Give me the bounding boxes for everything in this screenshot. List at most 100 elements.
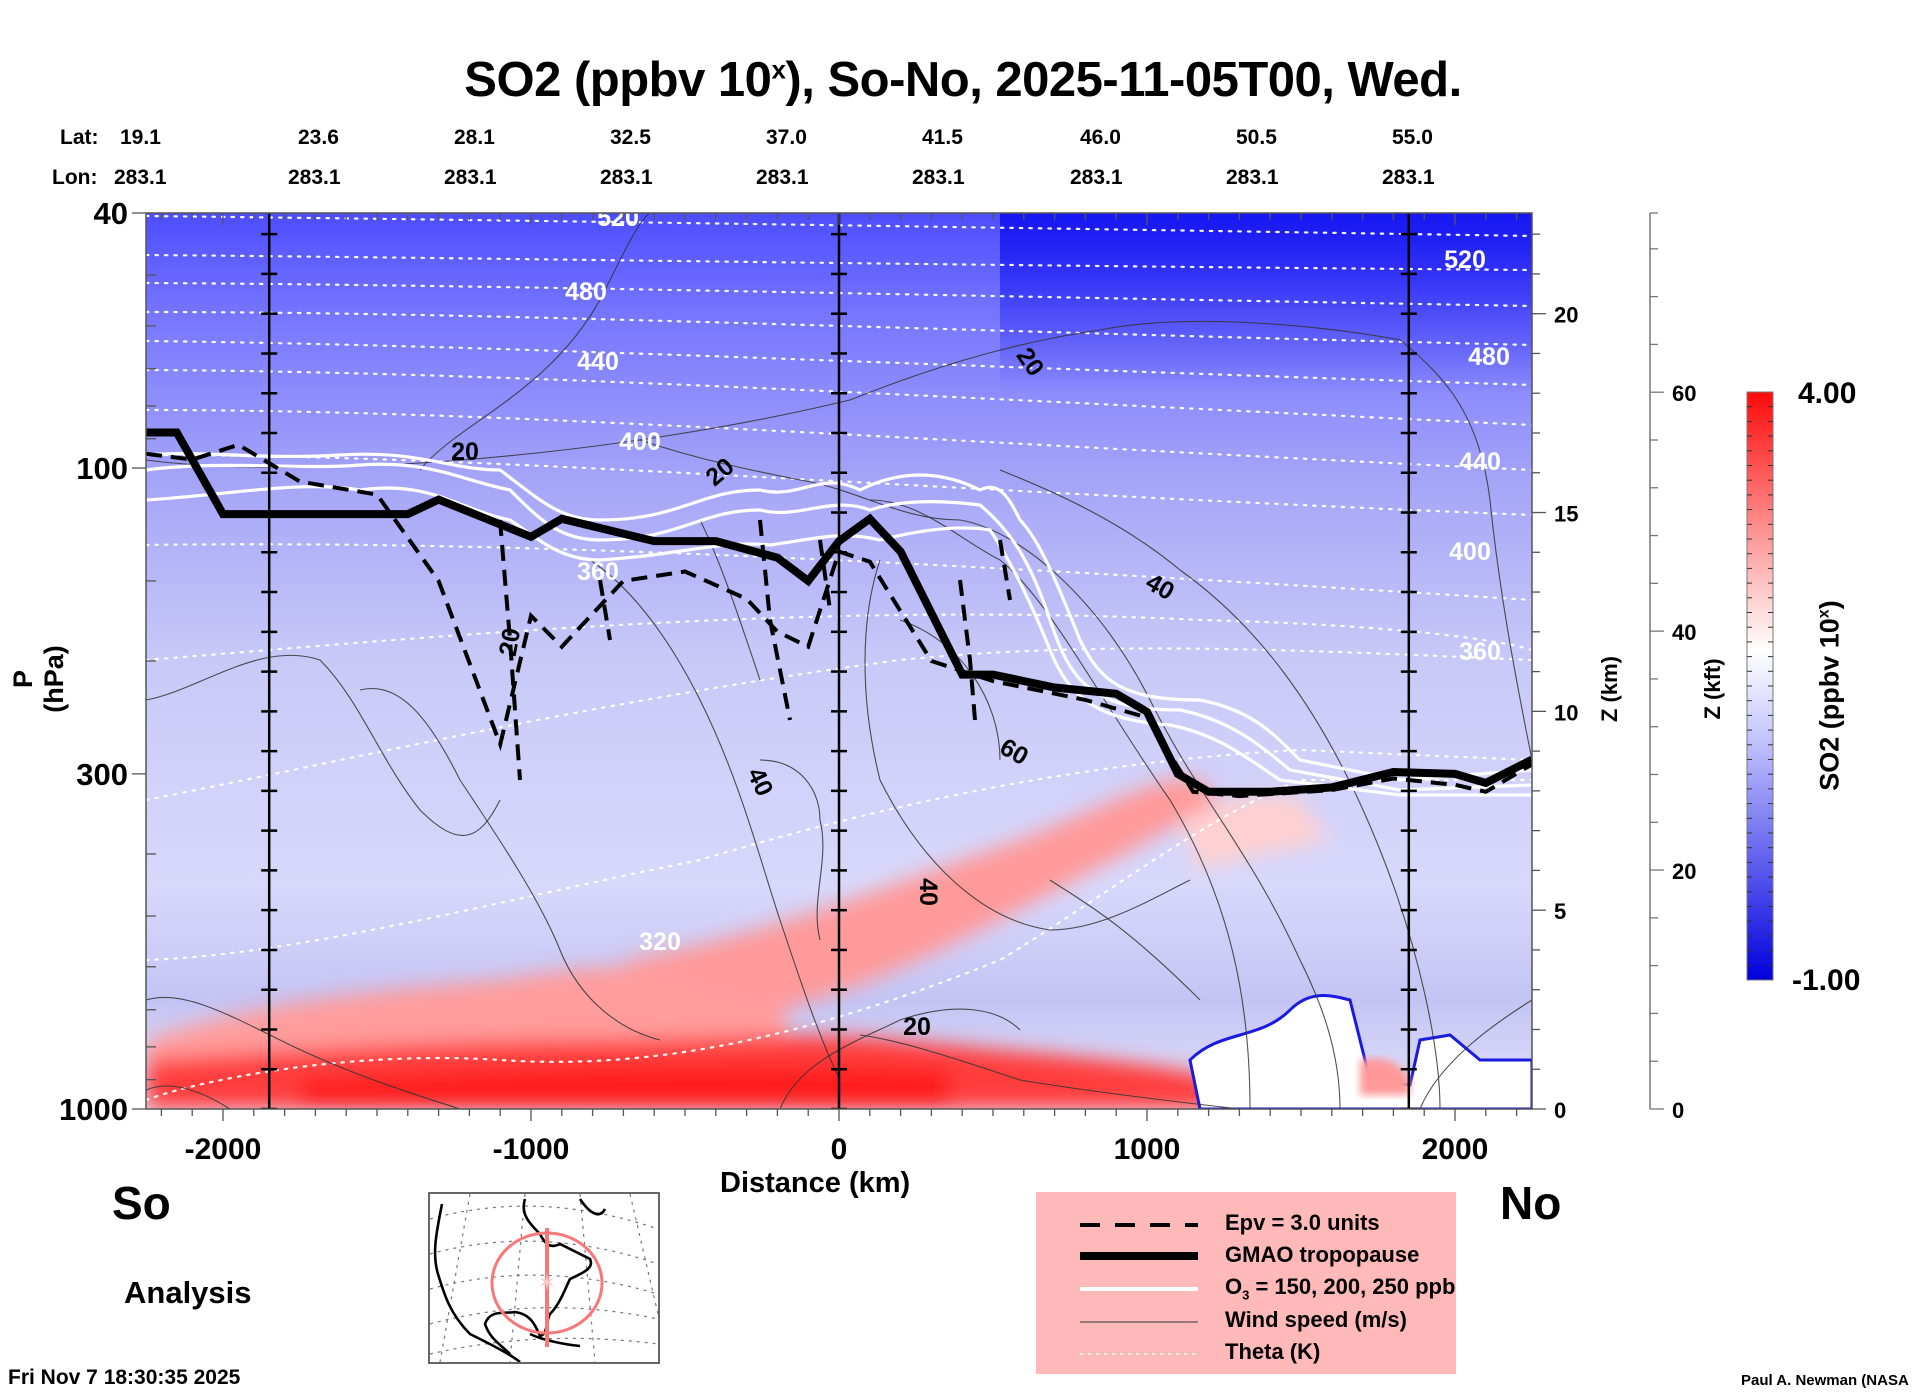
- wind-contour-line: [146, 654, 501, 836]
- wind-contour-line: [779, 1008, 1021, 1109]
- y-tick-label: 100: [76, 451, 128, 486]
- wind-contour-line: [1419, 999, 1532, 1109]
- lon-value: 283.1: [114, 166, 167, 189]
- y-axis-label: P (hPa): [8, 645, 69, 713]
- colorbar-label: SO2 (ppbv 10x): [1814, 600, 1845, 791]
- z-km-tick-label: 5: [1554, 899, 1566, 924]
- theta-contour-line: [146, 778, 1532, 1102]
- wind-contour-line: [146, 320, 1532, 761]
- colorbar-ticks: [1747, 406, 1773, 966]
- theta-contour-label: 480: [565, 278, 607, 306]
- wind-speed-contours: [146, 213, 1532, 1109]
- credit-label: Paul A. Newman (NASA: [1741, 1372, 1909, 1389]
- wind-speed-label: 40: [914, 878, 942, 906]
- x-tick-label: -2000: [185, 1133, 262, 1166]
- plot-area: 5204804404003603205204804404003602020202…: [146, 204, 1532, 1109]
- lon-value: 283.1: [1382, 166, 1435, 189]
- lon-row-label: Lon:: [52, 166, 98, 189]
- x-axis-label: Distance (km): [720, 1167, 911, 1199]
- wind-contour-line: [869, 499, 1251, 1109]
- wind-contour-line: [859, 1034, 1241, 1109]
- so2-small-plume: [1360, 1058, 1410, 1095]
- z-km-tick-label: 0: [1554, 1098, 1566, 1123]
- legend-item-theta: Theta (K): [1036, 1337, 1456, 1369]
- lon-value: 283.1: [912, 166, 965, 189]
- ozone-contours: [146, 451, 1532, 797]
- z-kft-tick-label: 60: [1672, 381, 1696, 406]
- theta-contour-label: 360: [1459, 638, 1501, 666]
- x-tick-label: 0: [831, 1133, 848, 1166]
- axes: -2000 -1000 0 1000 2000 40 100 300 1000 0 5 10 15 20 0…: [59, 196, 1696, 1166]
- theta-contour-line: [146, 613, 1532, 662]
- legend-item-wind: Wind speed (m/s): [1036, 1305, 1456, 1337]
- thin-line-icon: [1080, 1321, 1198, 1323]
- south-end-label: So: [112, 1177, 171, 1229]
- lon-value: 283.1: [1226, 166, 1279, 189]
- theta-contour-line: [146, 310, 1532, 347]
- white-line-icon: [1080, 1287, 1198, 1291]
- lat-value: 46.0: [1080, 126, 1121, 149]
- colorbar-min-label: -1.00: [1792, 964, 1861, 997]
- timestamp: Fri Nov 7 18:30:35 2025: [8, 1366, 241, 1389]
- z-kft-tick-label: 20: [1672, 859, 1696, 884]
- lat-value: 28.1: [454, 126, 495, 149]
- wind-contour-line: [1049, 879, 1201, 1001]
- ozone-contour-line: [146, 485, 1532, 797]
- theta-contour-line: [146, 281, 1532, 308]
- epv-line-segment: [498, 519, 522, 781]
- lat-value: 50.5: [1236, 126, 1277, 149]
- legend: Epv = 3.0 units GMAO tropopause O3 = 150…: [1036, 1192, 1456, 1374]
- theta-contour-label: 320: [639, 928, 681, 956]
- z-kft-axis-label: Z (kft): [1700, 658, 1725, 720]
- map-center-star-icon: ✶: [538, 1270, 556, 1295]
- z-km-tick-label: 20: [1554, 303, 1578, 328]
- wind-contour-line: [759, 759, 824, 941]
- wind-contour-line: [419, 213, 651, 471]
- lat-value: 23.6: [298, 126, 339, 149]
- theta-contour-line: [146, 543, 1532, 602]
- wind-contour-line: [146, 1085, 231, 1109]
- epv-line-segment: [958, 579, 977, 721]
- lon-value: 283.1: [600, 166, 653, 189]
- theta-contour-label: 440: [1459, 448, 1501, 476]
- theta-contour-label: 520: [1444, 246, 1486, 274]
- lon-value: 283.1: [288, 166, 341, 189]
- dotted-line-icon: [1080, 1353, 1198, 1355]
- theta-contour-line: [146, 408, 1532, 472]
- wind-speed-label: 20: [494, 626, 526, 658]
- z-km-tick-label: 10: [1554, 700, 1578, 725]
- wind-contour-line: [359, 688, 661, 1041]
- epv-line-segment: [998, 539, 1012, 601]
- epv-line: [146, 442, 1532, 799]
- thick-line-icon: [1080, 1252, 1198, 1260]
- z-km-axis-label: Z (km): [1597, 656, 1622, 722]
- lon-value: 283.1: [756, 166, 809, 189]
- ozone-contour-line: [146, 462, 1532, 792]
- wind-contour-line: [146, 996, 461, 1109]
- wind-speed-label: 20: [451, 438, 479, 466]
- lat-value: 55.0: [1392, 126, 1433, 149]
- tropopause-line: [146, 428, 1532, 796]
- theta-contour-label: 360: [577, 558, 619, 586]
- lat-row-label: Lat:: [60, 126, 99, 149]
- x-tick-label: -1000: [493, 1133, 570, 1166]
- z-km-tick-label: 15: [1554, 502, 1578, 527]
- chart-title: SO2 (ppbv 10x), So-No, 2025-11-05T00, We…: [0, 52, 1926, 108]
- legend-item-epv: Epv = 3.0 units: [1036, 1208, 1456, 1240]
- legend-item-tropopause: GMAO tropopause: [1036, 1240, 1456, 1272]
- theta-contour-label: 480: [1468, 343, 1510, 371]
- y-tick-label: 300: [76, 757, 128, 792]
- theta-contour-label: 520: [597, 204, 639, 232]
- epv-line-segment: [818, 539, 832, 611]
- colorbar-max-label: 4.00: [1798, 377, 1857, 410]
- wind-contour-line: [864, 559, 1191, 931]
- theta-contour-label: 400: [619, 428, 661, 456]
- theta-contour-line: [146, 647, 1532, 802]
- title-superscript: x: [771, 54, 786, 85]
- x-tick-label: 1000: [1114, 1133, 1181, 1166]
- wind-speed-label: 20: [903, 1013, 931, 1041]
- coastlines: [433, 1198, 607, 1362]
- lat-value: 41.5: [922, 126, 963, 149]
- masked-region: [1188, 994, 1532, 1109]
- lon-value: 283.1: [444, 166, 497, 189]
